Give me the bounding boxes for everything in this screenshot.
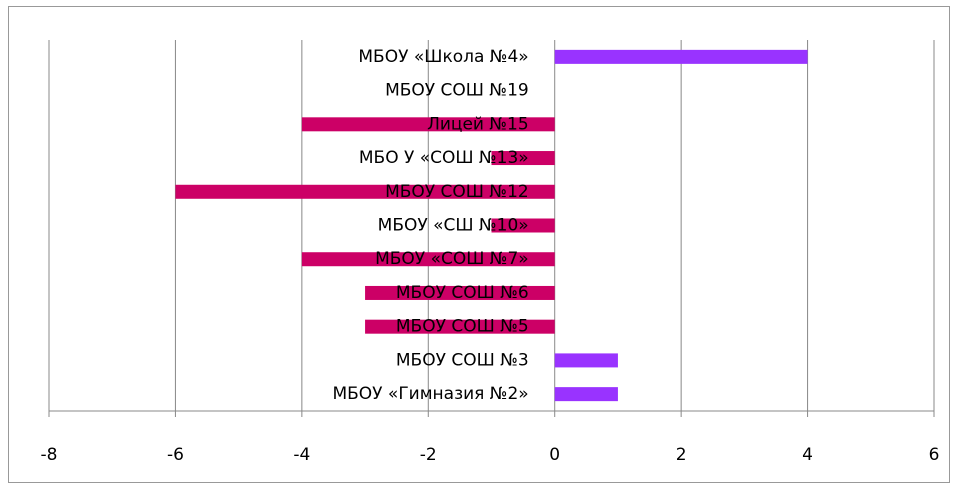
bar — [301, 252, 555, 267]
y-tick-label: МБОУ «Гимназия №2» — [332, 384, 528, 404]
y-tick-label: МБОУ СОШ №12 — [385, 182, 529, 202]
y-tick-label: МБОУ «СШ №10» — [378, 216, 529, 236]
y-tick-label: МБОУ СОШ №6 — [396, 283, 529, 303]
bar — [301, 117, 555, 132]
y-tick-label: МБОУ «Школа №4» — [358, 47, 528, 67]
x-tick-label: 2 — [676, 445, 687, 465]
bar — [554, 353, 618, 368]
x-tick-label: -8 — [41, 445, 58, 465]
x-tick-label: 6 — [929, 445, 940, 465]
x-tick-label: 4 — [802, 445, 813, 465]
bar — [365, 319, 555, 334]
x-tick-label: 0 — [549, 445, 560, 465]
x-tick-label: -4 — [293, 445, 310, 465]
bar — [491, 151, 555, 166]
y-tick-label: МБОУ СОШ №3 — [396, 350, 529, 370]
chart-border — [8, 6, 950, 483]
bar — [365, 285, 555, 300]
y-tick-label: МБО У «СОШ №13» — [359, 148, 529, 168]
x-tick-label: -6 — [167, 445, 184, 465]
bar — [554, 387, 618, 402]
bar — [491, 218, 555, 233]
y-tick-label: МБОУ СОШ №19 — [385, 81, 529, 101]
y-tick-label: Лицей №15 — [427, 114, 529, 134]
y-tick-label: МБОУ СОШ №5 — [396, 317, 529, 337]
bar — [554, 49, 808, 64]
x-tick-label: -2 — [420, 445, 437, 465]
y-tick-label: МБОУ «СОШ №7» — [375, 249, 529, 269]
bar — [175, 184, 555, 199]
